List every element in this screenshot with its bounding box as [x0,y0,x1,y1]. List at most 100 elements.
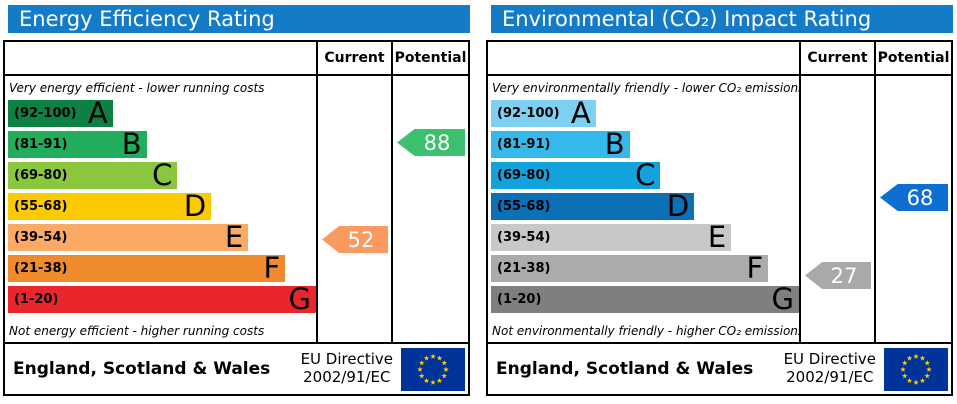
co2-band-bar-e: (39-54) E [491,220,732,254]
epc-panel-co2: Environmental (CO₂) Impact Rating Curren… [486,5,953,396]
band-range-label: (92-100) [497,106,560,121]
energy-band-c: (69-80) C [8,158,316,192]
energy-current-value: 52 [347,227,375,252]
energy-band-bar-c: (69-80) C [8,158,178,192]
co2-top-caption: Very environmentally friendly - lower CO… [492,81,799,95]
co2-band-d: (55-68) D [491,189,799,223]
band-letter: B [121,127,142,161]
co2-band-a: (92-100) A [491,96,799,130]
epc-panel-energy: Energy Efficiency Rating Current Potenti… [3,5,470,396]
energy-potential-column: 88 [391,76,468,342]
co2-footer: England, Scotland & Wales EU Directive 2… [488,342,951,394]
band-letter: F [746,251,764,285]
eu-directive-line2: 2002/91/EC [786,368,874,386]
band-letter: A [570,96,591,130]
band-range-label: (69-80) [497,168,551,183]
band-range-label: (69-80) [14,168,68,183]
co2-potential-value: 68 [906,185,934,210]
co2-footer-directive: EU Directive 2002/91/EC [783,350,876,386]
energy-band-bar-f: (21-38) F [8,251,286,285]
co2-band-bar-d: (55-68) D [491,189,695,223]
band-range-label: (39-54) [497,230,551,245]
energy-band-bar-b: (81-91) B [8,127,147,161]
band-range-label: (92-100) [14,106,77,121]
co2-column-header-potential: Potential [874,42,951,76]
band-range-label: (55-68) [14,199,68,214]
co2-panel-header: Environmental (CO₂) Impact Rating [491,5,953,33]
co2-band-bar-c: (69-80) C [491,161,661,190]
co2-band-f: (21-38) F [491,251,799,285]
energy-band-b: (81-91) B [8,127,316,161]
eu-directive-line1: EU Directive [300,350,393,369]
energy-band-bar-e: (39-54) E [8,220,249,254]
band-letter: A [87,96,108,130]
co2-band-area: Very environmentally friendly - lower CO… [488,76,799,342]
energy-footer-directive: EU Directive 2002/91/EC [300,350,393,386]
eu-directive-line1: EU Directive [783,350,876,369]
band-letter: D [183,189,207,223]
energy-band-bar-a: (92-100) A [8,96,113,130]
co2-rating-table: Current Potential Very environmentally f… [486,40,953,396]
co2-band-c: (69-80) C [491,161,799,190]
co2-band-b: (81-91) B [491,127,799,161]
band-letter: D [666,189,690,223]
band-range-label: (81-91) [14,137,68,152]
band-range-label: (1-20) [497,292,542,307]
energy-current-column: 52 [316,76,391,342]
eu-directive-line2: 2002/91/EC [303,368,391,386]
energy-current-rating-arrow: 52 [322,226,388,253]
energy-column-header-potential: Potential [391,42,468,76]
energy-footer-region: England, Scotland & Wales [13,359,271,379]
energy-band-a: (92-100) A [8,96,316,130]
co2-panel-title: Environmental (CO₂) Impact Rating [502,7,872,31]
energy-potential-value: 88 [423,130,451,155]
co2-band-bar-a: (92-100) A [491,96,596,130]
energy-bottom-caption: Not energy efficient - higher running co… [9,324,265,338]
energy-bars: (92-100) A (81-91) B (69-80) C [5,96,316,316]
band-range-label: (55-68) [497,199,551,214]
energy-potential-rating-arrow: 88 [397,129,465,156]
co2-current-rating-arrow: 27 [805,262,871,289]
co2-potential-rating-arrow: 68 [880,184,948,211]
co2-header-spacer [488,42,799,76]
band-letter: F [263,251,281,285]
energy-panel-title: Energy Efficiency Rating [19,7,275,31]
co2-band-e: (39-54) E [491,220,799,254]
co2-bottom-caption: Not environmentally friendly - higher CO… [492,324,799,338]
co2-band-bar-g: (1-20) G [491,282,799,316]
energy-band-f: (21-38) F [8,251,316,285]
band-range-label: (1-20) [14,292,59,307]
energy-footer: England, Scotland & Wales EU Directive 2… [5,342,468,394]
energy-band-d: (55-68) D [8,189,316,223]
band-range-label: (39-54) [14,230,68,245]
band-range-label: (21-38) [497,261,551,276]
energy-panel-header: Energy Efficiency Rating [8,5,470,33]
co2-footer-region: England, Scotland & Wales [496,359,754,379]
co2-band-bar-b: (81-91) B [491,127,630,161]
co2-potential-column: 68 [874,76,951,342]
energy-band-area: Very energy efficient - lower running co… [5,76,316,342]
co2-current-value: 27 [830,263,858,288]
co2-current-column: 27 [799,76,874,342]
energy-header-spacer [5,42,316,76]
energy-rating-table: Current Potential Very energy efficient … [3,40,470,396]
energy-band-bar-g: (1-20) G [8,282,316,316]
band-letter: B [604,127,625,161]
energy-top-caption: Very energy efficient - lower running co… [9,81,265,95]
band-range-label: (81-91) [497,137,551,152]
co2-band-g: (1-20) G [491,282,799,316]
band-letter: G [288,282,311,316]
band-letter: E [224,220,244,254]
energy-band-e: (39-54) E [8,220,316,254]
eu-flag-icon [884,347,948,391]
co2-column-header-current: Current [799,42,874,76]
co2-band-bar-f: (21-38) F [491,251,769,285]
eu-flag-icon [401,347,465,391]
band-letter: C [152,158,173,192]
energy-band-bar-d: (55-68) D [8,189,212,223]
energy-column-header-current: Current [316,42,391,76]
band-letter: G [771,282,794,316]
band-letter: E [707,220,727,254]
energy-band-g: (1-20) G [8,282,316,316]
